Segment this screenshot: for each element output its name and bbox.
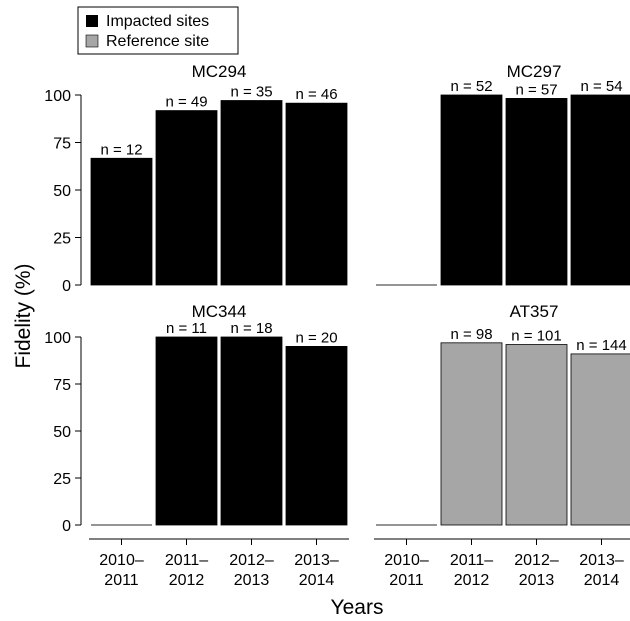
- panel-title: MC344: [192, 302, 247, 321]
- y-tick-label: 75: [53, 136, 71, 153]
- bar: [220, 336, 283, 526]
- x-tick-label: 2011: [389, 572, 424, 589]
- x-tick-label: 2014: [299, 572, 335, 589]
- data-label: n = 57: [515, 81, 557, 98]
- y-tick-label: 25: [53, 231, 71, 248]
- bar: [505, 344, 568, 526]
- legend-label-reference: Reference site: [106, 33, 209, 50]
- legend-swatch-impacted: [86, 15, 98, 27]
- data-label: n = 49: [165, 94, 207, 111]
- panel-mc344: MC344 0 25 50 75 100 n = 11 n = 18 n = 20 2010– 20…: [44, 302, 349, 589]
- panel-mc297: MC297 n = 52 n = 57 n = 54: [376, 62, 630, 286]
- x-tick-label: 2013–: [294, 552, 339, 569]
- data-label: n = 20: [295, 329, 337, 346]
- panel-title: MC297: [507, 62, 562, 81]
- x-tick-label: 2012–: [514, 552, 559, 569]
- data-label: n = 54: [580, 78, 622, 95]
- panel-title: MC294: [192, 62, 247, 81]
- bar: [440, 94, 503, 286]
- data-label: n = 144: [576, 337, 626, 354]
- bar: [155, 336, 218, 526]
- y-tick-label: 75: [53, 377, 71, 394]
- bar: [285, 345, 348, 526]
- x-tick-label: 2014: [584, 572, 620, 589]
- x-tick-label: 2010–: [384, 552, 429, 569]
- y-tick-label: 50: [53, 424, 71, 441]
- data-label: n = 12: [100, 141, 142, 158]
- data-label: n = 11: [166, 320, 207, 337]
- legend: Impacted sites Reference site: [77, 6, 239, 55]
- bar: [570, 94, 630, 286]
- panel-mc294: MC294 0 25 50 75 100 n = 12 n = 49 n = 35 n = 46: [44, 62, 348, 295]
- data-label: n = 18: [230, 320, 272, 337]
- x-axis-label: Years: [331, 596, 384, 619]
- panel-at357: AT357 n = 98 n = 101 n = 144 2010– 2011 2011– 2…: [374, 302, 630, 589]
- x-tick-label: 2011–: [450, 552, 493, 569]
- legend-box: [77, 6, 239, 55]
- data-label: n = 52: [450, 78, 492, 95]
- bar: [220, 100, 283, 286]
- x-tick-label: 2013–: [579, 552, 624, 569]
- x-tick-label: 2012–: [229, 552, 274, 569]
- x-tick-label: 2011–: [165, 552, 208, 569]
- x-tick-label: 2012: [454, 572, 490, 589]
- bar: [505, 98, 568, 286]
- bar: [155, 110, 218, 286]
- y-tick-label: 100: [44, 88, 71, 105]
- data-label: n = 35: [230, 84, 272, 101]
- y-tick-label: 50: [53, 183, 71, 200]
- x-tick-label: 2013: [519, 572, 555, 589]
- y-tick-label: 0: [62, 518, 71, 535]
- bar: [440, 342, 503, 526]
- data-label: n = 98: [450, 326, 492, 343]
- y-tick-label: 100: [44, 330, 71, 347]
- x-tick-label: 2011: [104, 572, 139, 589]
- data-label: n = 101: [511, 328, 561, 345]
- y-tick-label: 0: [62, 278, 71, 295]
- bar: [90, 157, 153, 286]
- bar: [285, 102, 348, 286]
- legend-swatch-reference: [85, 34, 99, 48]
- data-label: n = 46: [295, 86, 337, 103]
- x-tick-label: 2010–: [99, 552, 144, 569]
- y-tick-label: 25: [53, 471, 71, 488]
- panel-title: AT357: [510, 302, 559, 321]
- legend-label-impacted: Impacted sites: [106, 13, 209, 30]
- y-axis-label: Fidelity (%): [12, 263, 35, 368]
- x-tick-label: 2012: [169, 572, 205, 589]
- x-tick-label: 2013: [234, 572, 270, 589]
- bar: [570, 353, 630, 526]
